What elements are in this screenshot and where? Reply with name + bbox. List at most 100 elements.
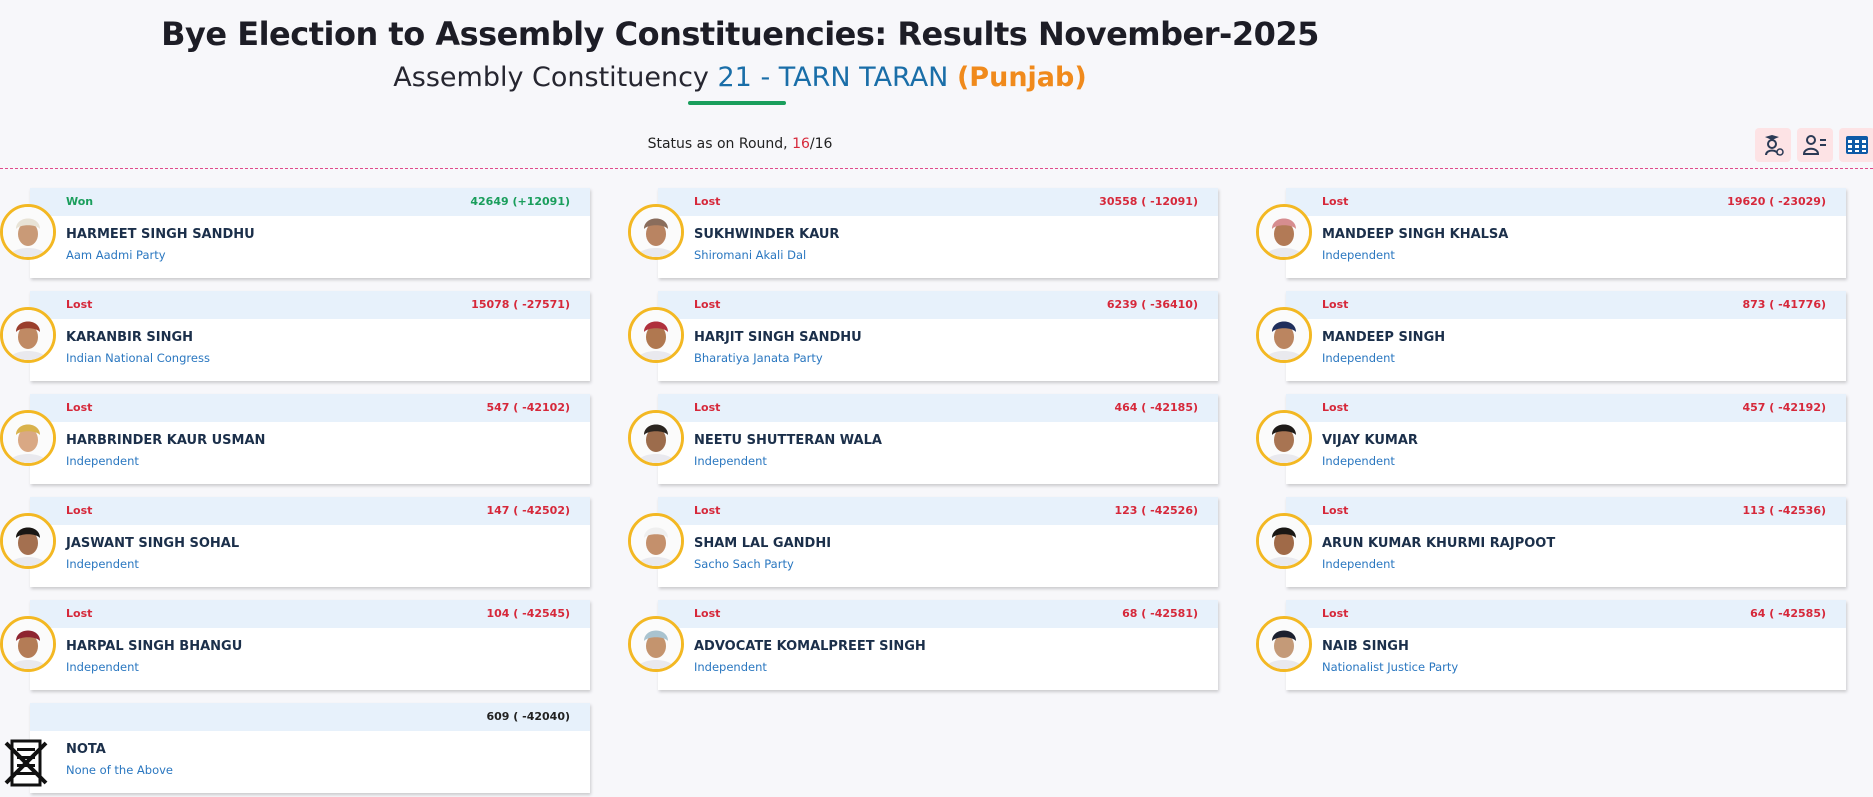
candidate-name: HARBRINDER KAUR USMAN <box>66 433 266 448</box>
party-name: Independent <box>694 660 767 674</box>
candidate-card-header <box>30 600 590 628</box>
candidate-photo <box>1256 307 1312 363</box>
candidate-stats-button[interactable] <box>1755 128 1791 162</box>
candidate-photo <box>628 616 684 672</box>
result-status: Lost <box>694 401 721 414</box>
vote-count: 68 ( -42581) <box>1122 607 1198 620</box>
candidate-card[interactable]: Lost 147 ( -42502) JASWANT SINGH SOHAL Inde… <box>30 497 590 587</box>
vote-count: 104 ( -42545) <box>486 607 570 620</box>
result-status: Won <box>66 195 94 208</box>
candidate-name: NEETU SHUTTERAN WALA <box>694 433 882 448</box>
candidate-list-icon <box>1803 135 1826 155</box>
round-total: /16 <box>809 136 833 152</box>
result-status: Lost <box>66 504 93 517</box>
candidate-card[interactable]: Lost 873 ( -41776) MANDEEP SINGH Independen… <box>1286 291 1846 381</box>
candidate-card[interactable]: Lost 19620 ( -23029) MANDEEP SINGH KHALSA I… <box>1286 188 1846 278</box>
candidate-card-header <box>30 703 590 731</box>
party-name: Bharatiya Janata Party <box>694 351 823 365</box>
candidate-photo <box>1256 616 1312 672</box>
title-underline <box>688 101 786 105</box>
vote-count: 19620 ( -23029) <box>1727 195 1826 208</box>
candidate-name: HARJIT SINGH SANDHU <box>694 330 862 345</box>
candidate-name: KARANBIR SINGH <box>66 330 193 345</box>
candidate-card-header <box>1286 188 1846 216</box>
ac-prefix: Assembly Constituency <box>393 62 709 93</box>
candidate-card[interactable]: Lost 123 ( -42526) SHAM LAL GANDHI Sacho Sa… <box>658 497 1218 587</box>
candidate-card[interactable]: Lost 6239 ( -36410) HARJIT SINGH SANDHU Bha… <box>658 291 1218 381</box>
candidate-name: SUKHWINDER KAUR <box>694 227 840 242</box>
candidate-photo <box>1256 410 1312 466</box>
party-name: Independent <box>66 454 139 468</box>
section-divider <box>0 168 1873 169</box>
result-status: Lost <box>1322 504 1349 517</box>
result-status: Lost <box>694 607 721 620</box>
candidate-photo <box>0 204 56 260</box>
candidate-card[interactable]: Lost 113 ( -42536) ARUN KUMAR KHURMI RAJPO… <box>1286 497 1846 587</box>
party-name: Indian National Congress <box>66 351 210 365</box>
result-status: Lost <box>1322 298 1349 311</box>
party-name: Independent <box>694 454 767 468</box>
candidate-card-header <box>1286 497 1846 525</box>
vote-count: 123 ( -42526) <box>1114 504 1198 517</box>
nota-icon <box>2 735 50 791</box>
party-name: Shiromani Akali Dal <box>694 248 807 262</box>
candidate-card-header <box>658 600 1218 628</box>
candidate-photo <box>1256 204 1312 260</box>
candidate-card-header <box>658 291 1218 319</box>
candidate-stats-icon <box>1765 135 1784 156</box>
candidate-photo <box>628 307 684 363</box>
vote-count: 547 ( -42102) <box>486 401 570 414</box>
candidate-card[interactable]: Lost 64 ( -42585) NAIB SINGH Nationalist Ju… <box>1286 600 1846 690</box>
candidate-name: NOTA <box>66 742 106 757</box>
candidate-photo <box>0 410 56 466</box>
candidate-name: HARMEET SINGH SANDHU <box>66 227 255 242</box>
candidate-card[interactable]: Lost 68 ( -42581) ADVOCATE KOMALPREET SING… <box>658 600 1218 690</box>
candidate-card-header <box>1286 291 1846 319</box>
result-status: Lost <box>694 195 721 208</box>
grid-view-button[interactable] <box>1839 128 1873 162</box>
vote-count: 147 ( -42502) <box>486 504 570 517</box>
candidate-card[interactable]: Lost 547 ( -42102) HARBRINDER KAUR USMAN In… <box>30 394 590 484</box>
candidate-card[interactable]: Lost 464 ( -42185) NEETU SHUTTERAN WALA Ind… <box>658 394 1218 484</box>
vote-count: 42649 (+12091) <box>470 195 570 208</box>
vote-count: 113 ( -42536) <box>1742 504 1826 517</box>
candidate-card[interactable]: 609 ( -42040) NOTA None of the Above <box>30 703 590 793</box>
candidate-photo <box>1256 513 1312 569</box>
candidate-card[interactable]: Lost 30558 ( -12091) SUKHWINDER KAUR Shirom… <box>658 188 1218 278</box>
vote-count: 609 ( -42040) <box>486 710 570 723</box>
candidate-card[interactable]: Lost 457 ( -42192) VIJAY KUMAR Independent <box>1286 394 1846 484</box>
candidate-list-button[interactable] <box>1797 128 1833 162</box>
candidate-card-header <box>658 394 1218 422</box>
round-current: 16 <box>792 136 810 152</box>
result-status: Lost <box>66 607 93 620</box>
round-status-label: Status as on Round, <box>647 136 788 152</box>
party-name: Sacho Sach Party <box>694 557 794 571</box>
result-status: Lost <box>694 504 721 517</box>
result-status: Lost <box>1322 607 1349 620</box>
candidate-name: JASWANT SINGH SOHAL <box>66 536 240 551</box>
candidate-card-header <box>1286 600 1846 628</box>
candidate-card-header <box>30 188 590 216</box>
party-name: Independent <box>1322 248 1395 262</box>
candidate-photo <box>0 307 56 363</box>
candidate-name: ARUN KUMAR KHURMI RAJPOOT <box>1322 536 1556 551</box>
candidate-card[interactable]: Won 42649 (+12091) HARMEET SINGH SANDHU Aam… <box>30 188 590 278</box>
result-status: Lost <box>694 298 721 311</box>
candidate-photo <box>628 513 684 569</box>
state-name: (Punjab) <box>956 62 1087 93</box>
party-name: Independent <box>1322 557 1395 571</box>
constituency-subtitle: Assembly Constituency 21 - TARN TARAN (P… <box>0 62 1480 93</box>
candidate-name: MANDEEP SINGH <box>1322 330 1446 345</box>
candidate-card[interactable]: Lost 104 ( -42545) HARPAL SINGH BHANGU Inde… <box>30 600 590 690</box>
candidate-photo <box>628 410 684 466</box>
candidate-name: MANDEEP SINGH KHALSA <box>1322 227 1509 242</box>
candidate-photo <box>0 616 56 672</box>
candidate-name: SHAM LAL GANDHI <box>694 536 832 551</box>
party-name: Independent <box>1322 351 1395 365</box>
party-name: None of the Above <box>66 763 174 777</box>
candidate-card-header <box>1286 394 1846 422</box>
candidate-card-header <box>30 394 590 422</box>
candidate-card[interactable]: Lost 15078 ( -27571) KARANBIR SINGH Indian … <box>30 291 590 381</box>
result-status: Lost <box>1322 195 1349 208</box>
vote-count: 873 ( -41776) <box>1742 298 1826 311</box>
